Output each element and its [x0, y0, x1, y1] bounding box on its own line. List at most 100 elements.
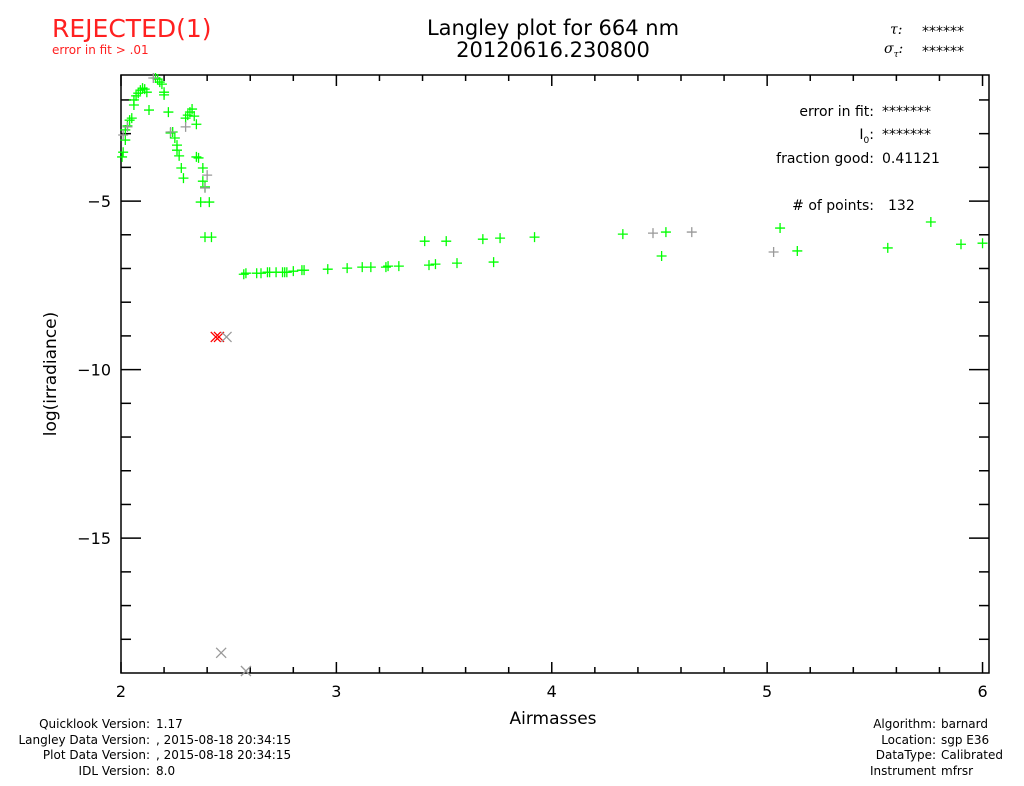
data-point-excluded: [768, 246, 779, 257]
tau-value: ******: [922, 24, 964, 40]
data-point-good: [365, 262, 376, 273]
footer-value: barnard: [941, 717, 988, 731]
i0-label: I0:: [714, 127, 874, 146]
data-point-good: [419, 236, 430, 247]
data-point-good: [117, 151, 128, 162]
data-point-good: [441, 236, 452, 247]
rejected-reason: error in fit > .01: [52, 43, 149, 57]
data-point-good: [120, 135, 131, 146]
tau-label: τ:: [890, 22, 903, 38]
data-point-good: [154, 77, 165, 88]
data-point-good: [775, 223, 786, 234]
data-point-good: [452, 258, 462, 269]
data-point-good: [195, 197, 206, 208]
data-point-excluded: [148, 73, 159, 84]
chart-title: Langley plot for 664 nm: [426, 16, 680, 40]
data-point-good: [118, 147, 129, 158]
x-axis-label: Airmasses: [509, 709, 596, 729]
y-tick-label: −5: [87, 192, 111, 211]
data-point-good: [882, 242, 893, 253]
footer-label: Location:: [881, 732, 936, 747]
data-point-good: [977, 238, 988, 249]
data-point-good: [135, 85, 146, 96]
error-in-fit-value: *******: [882, 104, 931, 120]
fraction-good-label: fraction good:: [776, 151, 874, 167]
i0-symbol: I: [859, 127, 864, 143]
i0-colon: :: [869, 127, 874, 143]
error-in-fit-label: error in fit:: [799, 104, 874, 120]
data-point-good: [191, 151, 202, 162]
data-point-good: [288, 266, 299, 277]
footer-label: DataType:: [875, 748, 936, 762]
points-label: # of points:: [792, 198, 874, 214]
data-point-good: [169, 133, 180, 144]
data-point-excluded: [180, 121, 191, 132]
data-point-good: [159, 87, 170, 98]
data-point-good: [204, 197, 215, 208]
data-point-good: [191, 119, 202, 130]
data-point-rejected-excluded: [240, 665, 252, 677]
data-point-good: [393, 261, 404, 272]
footer-label: Algorithm:: [873, 717, 936, 731]
footer-value: mfrsr: [941, 763, 974, 778]
data-point-good: [792, 245, 803, 256]
rejected-status: REJECTED(1): [52, 14, 212, 43]
y-tick-label: −15: [77, 529, 111, 548]
x-tick-label: 2: [116, 682, 126, 701]
data-point-rejected: [210, 331, 222, 343]
data-point-good: [238, 269, 249, 280]
data-point-excluded: [118, 130, 129, 141]
data-point-good: [488, 257, 499, 268]
y-axis-label: log(irradiance): [41, 312, 61, 437]
data-point-excluded: [686, 227, 697, 238]
points-value: 132: [888, 198, 915, 214]
x-tick-label: 5: [762, 682, 772, 701]
data-point-good: [424, 260, 434, 271]
data-point-good: [197, 176, 208, 187]
data-point-good: [357, 262, 368, 273]
data-point-good: [172, 145, 182, 156]
plot-frame: [120, 74, 990, 674]
data-point-good: [174, 150, 185, 161]
footer-value: Calibrated: [941, 748, 1004, 762]
data-point-good: [176, 163, 187, 174]
footer-label: IDL Version:: [78, 763, 150, 778]
data-point-good: [141, 87, 152, 98]
footer-value: 8.0: [156, 763, 176, 778]
data-point-good: [925, 216, 936, 227]
data-point-excluded: [165, 126, 176, 137]
x-tick-label: 4: [547, 682, 557, 701]
data-point-good: [956, 239, 966, 250]
data-point-good: [193, 152, 204, 163]
data-point-good: [126, 113, 137, 124]
data-point-good: [124, 115, 135, 126]
x-tick-label: 3: [331, 682, 341, 701]
footer-label: Quicklook Version:: [39, 717, 150, 731]
data-point-good: [380, 262, 391, 273]
i0-sub: 0: [863, 135, 870, 146]
fraction-good-value: 0.41121: [882, 151, 940, 167]
footer-value: sgp E36: [941, 732, 990, 747]
data-point-excluded: [200, 182, 210, 193]
data-point-rejected-excluded: [221, 331, 232, 343]
data-point-good: [430, 259, 441, 270]
data-point-good: [256, 268, 266, 279]
data-point-good: [299, 265, 310, 276]
data-point-good: [189, 111, 200, 122]
data-point-good: [322, 264, 333, 275]
data-point-good: [383, 261, 394, 272]
footer-value: , 2015-08-18 20:34:15: [156, 732, 292, 747]
data-point-good: [281, 267, 292, 278]
data-point-good: [206, 232, 217, 243]
data-point-good: [656, 251, 667, 262]
data-point-excluded: [202, 170, 213, 181]
data-point-good: [137, 83, 148, 94]
y-tick-label: −10: [77, 361, 111, 380]
footer-label: Instrument: [869, 763, 936, 778]
footer-value: , 2015-08-18 20:34:15: [156, 748, 292, 762]
i0-value: *******: [882, 127, 931, 143]
data-point-good: [495, 233, 506, 244]
data-point-good: [144, 105, 154, 116]
data-point-excluded: [648, 228, 658, 239]
